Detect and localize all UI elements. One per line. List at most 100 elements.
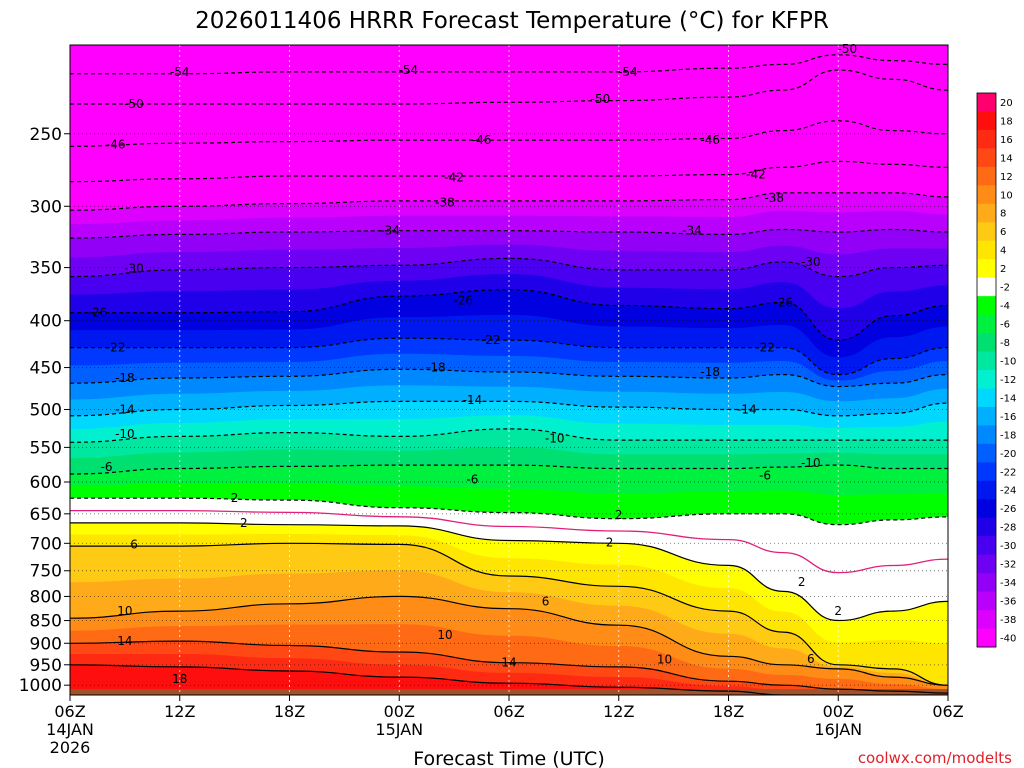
colorbar-swatch [977, 333, 996, 353]
colorbar-label: -2 [1000, 283, 1010, 294]
ground-strip [70, 689, 948, 695]
x-tick-label: 12Z [164, 702, 195, 721]
x-tick-label: 12Z [603, 702, 634, 721]
isotherm-line [70, 120, 948, 147]
colorbar-swatch [977, 573, 996, 593]
colorbar-swatch [977, 351, 996, 371]
y-tick-label: 350 [30, 259, 62, 279]
colorbar-label: -36 [1000, 597, 1016, 608]
x-tick-label: 00Z [823, 702, 854, 721]
isotherm-label: 2 [606, 536, 614, 550]
isotherm-line [70, 497, 948, 526]
isotherm-label: -30 [801, 255, 821, 269]
isotherm-label: -54 [399, 63, 419, 77]
x-axis-label: Forecast Time (UTC) [413, 748, 604, 768]
colorbar-label: -26 [1000, 504, 1016, 515]
y-tick-label: 850 [30, 612, 62, 632]
isotherm-label: -6 [759, 468, 771, 482]
colorbar-swatch [977, 203, 996, 223]
y-tick-label: 550 [30, 438, 62, 458]
colorbar-swatch [977, 259, 996, 279]
x-tick-label: 06Z [932, 702, 963, 721]
isotherm-label: -54 [170, 65, 190, 79]
colorbar-label: -8 [1000, 338, 1010, 349]
isotherm-line [70, 69, 948, 105]
isotherm-contours [70, 54, 948, 695]
isotherm-label: -34 [380, 224, 400, 238]
colorbar-label: 18 [1000, 116, 1013, 127]
isotherm-label: 6 [130, 537, 138, 551]
isotherm-label: -38 [435, 195, 455, 209]
y-tick-label: 750 [30, 562, 62, 582]
isotherm-line [70, 192, 948, 211]
colorbar-swatch [977, 536, 996, 556]
isotherm-label: -10 [801, 456, 821, 470]
colorbar-swatch [977, 314, 996, 334]
isotherm-label: 2 [240, 516, 248, 530]
colorbar-label: 2 [1000, 264, 1006, 275]
isotherm-label: 2 [834, 604, 842, 618]
colorbar-label: -32 [1000, 560, 1016, 571]
isotherm-label: 2 [798, 575, 806, 589]
colorbar-label: -20 [1000, 449, 1016, 460]
isotherm-label: -42 [444, 170, 464, 184]
isotherm-label: -18 [115, 371, 135, 385]
y-tick-label: 400 [30, 312, 62, 332]
colorbar-label: 10 [1000, 190, 1013, 201]
isotherm-line [70, 289, 948, 341]
colorbar-label: -16 [1000, 412, 1016, 423]
colorbar-swatch [977, 462, 996, 482]
colorbar-label: -38 [1000, 615, 1016, 626]
pressure-axis: 2503003504004505005506006507007508008509… [19, 125, 70, 696]
isotherm-label: 10 [437, 628, 452, 642]
x-tick-label: 06Z [493, 702, 524, 721]
isotherm-label: -22 [106, 341, 126, 355]
isotherm-label: -18 [426, 361, 446, 375]
isotherm-label: -26 [453, 293, 473, 307]
colorbar-swatch [977, 277, 996, 297]
isotherm-label: -30 [124, 262, 144, 276]
x-tick-label: 06Z [54, 702, 85, 721]
colorbar-swatch [977, 148, 996, 168]
colorbar-swatch [977, 425, 996, 445]
isotherm-label: -34 [682, 224, 702, 238]
isotherm-label: -14 [115, 402, 135, 416]
colorbar-label: -22 [1000, 467, 1016, 478]
y-tick-label: 1000 [19, 676, 62, 696]
y-tick-label: 250 [30, 125, 62, 145]
isotherm-label: 18 [172, 672, 187, 686]
x-tick-label: 18Z [274, 702, 305, 721]
colorbar-label: 8 [1000, 209, 1006, 220]
x-tick-label: 16JAN [814, 720, 862, 739]
isotherm-line [70, 542, 948, 686]
colorbar-label: -40 [1000, 633, 1016, 644]
isotherm-label: -22 [755, 341, 775, 355]
isotherm-label: -6 [101, 460, 113, 474]
colorbar-label: 20 [1000, 98, 1013, 109]
colorbar-swatch [977, 554, 996, 574]
colorbar-swatch [977, 166, 996, 186]
colorbar-label: -24 [1000, 486, 1016, 497]
isotherm-label: -38 [764, 191, 784, 205]
isotherm-line [70, 400, 948, 417]
isotherm-label: 10 [117, 604, 132, 618]
isotherm-label: -18 [700, 365, 720, 379]
isotherm-label: -54 [618, 65, 638, 79]
isotherm-label: 6 [807, 652, 815, 666]
isotherm-label: 14 [117, 634, 132, 648]
isotherm-label: -50 [124, 97, 144, 111]
isotherm-label: 6 [542, 594, 550, 608]
zero-band [70, 498, 948, 621]
colorbar-swatch [977, 185, 996, 205]
colorbar-swatch [977, 499, 996, 519]
isotherm-line [70, 522, 948, 622]
colorbar-swatch [977, 628, 996, 648]
y-tick-label: 800 [30, 587, 62, 607]
credit-text: coolwx.com/modelts [858, 749, 1012, 767]
colorbar: 20 18 16 14 12 10 8 6 4 2 -2 -4 -6 -8 -10 -12 -14 -16 -18 -… [976, 92, 1016, 648]
isotherm-label: -14 [737, 402, 757, 416]
colorbar-swatch [977, 591, 996, 611]
colorbar-label: -10 [1000, 356, 1016, 367]
isotherm-line [70, 228, 948, 239]
